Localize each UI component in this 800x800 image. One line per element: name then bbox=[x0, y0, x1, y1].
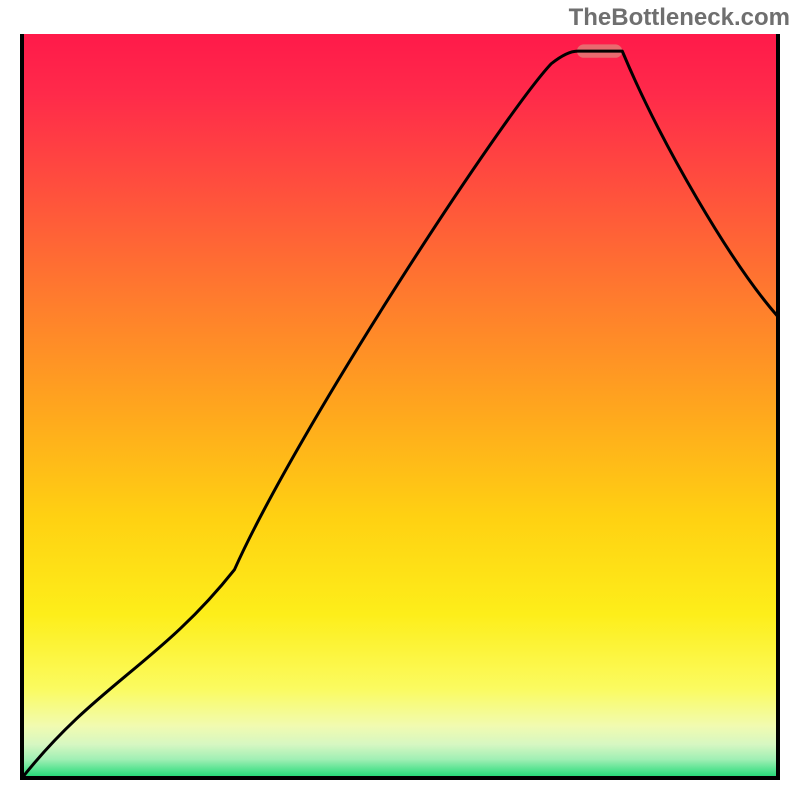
bottleneck-chart bbox=[0, 0, 800, 800]
chart-container: TheBottleneck.com bbox=[0, 0, 800, 800]
watermark-text: TheBottleneck.com bbox=[569, 4, 790, 32]
